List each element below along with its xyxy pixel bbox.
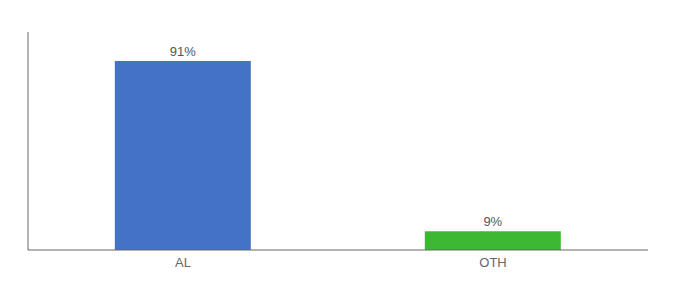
svg-text:91%: 91% [170, 44, 196, 59]
svg-text:9%: 9% [483, 214, 502, 229]
svg-text:AL: AL [175, 255, 191, 270]
svg-text:OTH: OTH [479, 255, 506, 270]
